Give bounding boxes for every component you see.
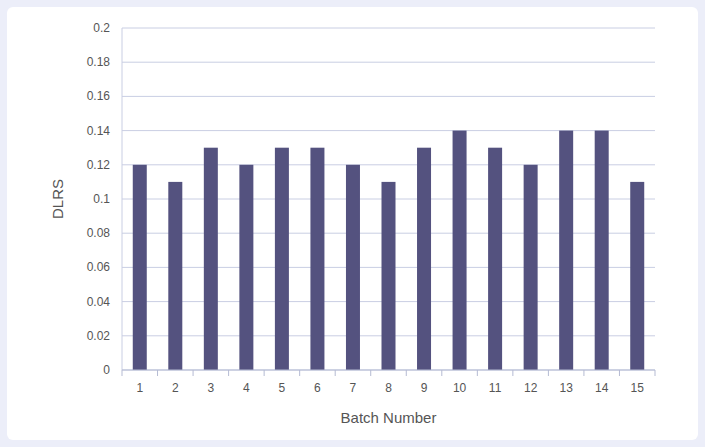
x-tick-label: 6 [314,381,321,395]
bar [417,148,431,370]
grid-line [122,28,655,29]
bar [346,165,360,370]
bar [382,182,396,370]
x-axis-line [122,370,655,371]
bar [133,165,147,370]
bar [204,148,218,370]
grid-line [122,96,655,97]
x-tick-label: 9 [421,381,428,395]
grid-line [122,130,655,131]
y-axis-line [122,28,123,370]
y-tick-label: 0.1 [93,192,110,206]
x-tick [228,370,229,376]
x-tick [512,370,513,376]
x-tick-label: 12 [524,381,538,395]
y-tick-label: 0.08 [87,226,111,240]
x-tick [477,370,478,376]
bar [275,148,289,370]
y-tick-label: 0.18 [87,55,111,69]
x-tick-label: 10 [453,381,467,395]
x-tick-label: 3 [207,381,214,395]
y-axis-title: DLRS [49,179,66,219]
bar [488,148,502,370]
bar [239,165,253,370]
x-tick [122,370,123,376]
x-tick-label: 15 [631,381,645,395]
x-tick-label: 11 [489,381,502,395]
bars [133,131,644,370]
x-tick [193,370,194,376]
x-tick-label: 7 [350,381,357,395]
y-tick-label: 0.16 [87,89,111,103]
x-tick [655,370,656,376]
y-tick-label: 0.12 [87,158,111,172]
x-tick-label: 14 [595,381,609,395]
bar [453,131,467,370]
x-tick [370,370,371,376]
x-tick [583,370,584,376]
x-tick [157,370,158,376]
x-axis-title: Batch Number [341,409,437,426]
y-tick-label: 0 [103,363,110,377]
x-tick-label: 1 [136,381,143,395]
x-tick-label: 2 [172,381,179,395]
x-tick [299,370,300,376]
x-tick-label: 5 [279,381,286,395]
y-tick-label: 0.14 [87,124,111,138]
bar [168,182,182,370]
bar [559,131,573,370]
grid-line [122,370,655,371]
chart: 0 0.02 0.04 0.06 0.08 0.1 0.12 0.14 0.16 0.18 0.2 1… [0,0,705,447]
x-tick [441,370,442,376]
bar [630,182,644,370]
y-tick-label: 0.2 [93,21,110,35]
y-tick-label: 0.02 [87,329,111,343]
x-tick-label: 4 [243,381,250,395]
x-tick [406,370,407,376]
x-tick [264,370,265,376]
y-tick-label: 0.06 [87,260,111,274]
grid-line [122,62,655,63]
x-tick [619,370,620,376]
x-tick [548,370,549,376]
y-tick-label: 0.04 [87,295,111,309]
x-tick [335,370,336,376]
bar [595,131,609,370]
grid-line [122,164,655,165]
x-tick-label: 13 [559,381,573,395]
bar [310,148,324,370]
x-tick-label: 8 [385,381,392,395]
bar [524,165,538,370]
